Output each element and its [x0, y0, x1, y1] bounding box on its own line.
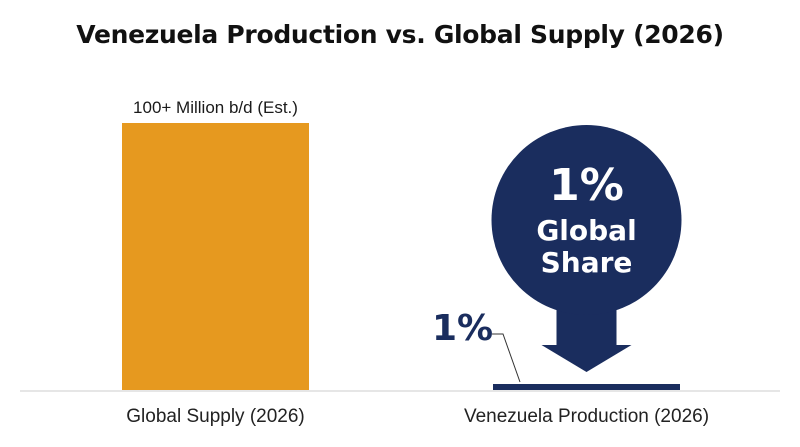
callout-line-share: Share [541, 246, 633, 279]
callout-circle [491, 125, 682, 315]
callout-line-global: Global [536, 214, 636, 247]
bar-global-supply [122, 123, 309, 390]
bar-venezuela-production [493, 384, 680, 390]
data-label-venezuela-production: 1% [432, 308, 493, 349]
callout-arrow [541, 307, 632, 372]
data-label-global-supply: 100+ Million b/d (Est.) [133, 98, 298, 117]
plot-area: 100+ Million b/d (Est.) Global Supply (20… [20, 98, 780, 427]
category-label-global-supply: Global Supply (2026) [126, 406, 305, 427]
callout-big-percent: 1% [549, 160, 624, 211]
leader-line-venezuela [492, 333, 521, 383]
category-label-venezuela-production: Venezuela Production (2026) [464, 406, 709, 427]
chart-title: Venezuela Production vs. Global Supply (… [76, 20, 724, 49]
